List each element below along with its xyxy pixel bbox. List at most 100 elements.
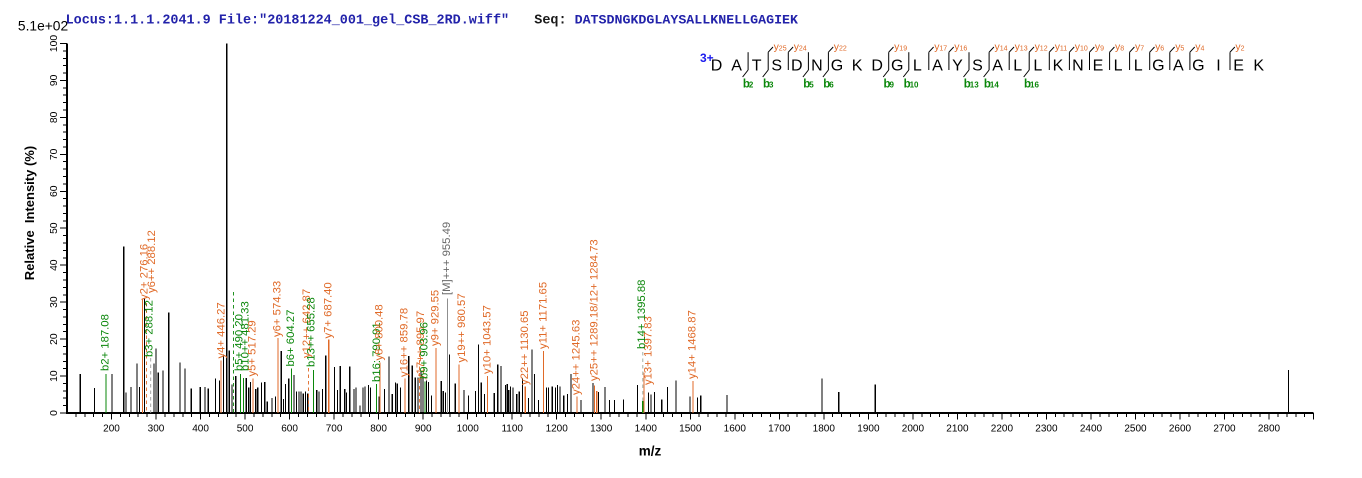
- svg-text:2700: 2700: [1213, 424, 1236, 435]
- svg-text:14: 14: [990, 81, 999, 90]
- svg-text:1300: 1300: [590, 424, 613, 435]
- svg-text:1600: 1600: [724, 424, 747, 435]
- svg-text:N: N: [1072, 58, 1084, 75]
- svg-text:b2+ 187.08: b2+ 187.08: [100, 314, 112, 371]
- svg-text:2000: 2000: [902, 424, 925, 435]
- svg-text:1400: 1400: [635, 424, 658, 435]
- svg-text:L: L: [1033, 58, 1042, 75]
- svg-text:b3+ 288.12: b3+ 288.12: [143, 300, 155, 357]
- svg-text:16: 16: [1030, 81, 1039, 90]
- svg-text:L: L: [1134, 58, 1143, 75]
- svg-text:y: y: [1235, 41, 1241, 53]
- svg-text:D: D: [871, 58, 883, 75]
- svg-text:b13++ 655.28: b13++ 655.28: [305, 297, 317, 367]
- svg-text:m/z: m/z: [639, 444, 662, 459]
- svg-text:b10++ 481.33: b10++ 481.33: [239, 301, 251, 371]
- svg-text:b: b: [964, 79, 971, 91]
- svg-text:13: 13: [1020, 46, 1028, 53]
- svg-text:16: 16: [960, 46, 968, 53]
- svg-text:24: 24: [799, 46, 807, 53]
- svg-text:200: 200: [103, 424, 120, 435]
- svg-text:y11+ 1171.65: y11+ 1171.65: [537, 282, 549, 349]
- svg-text:I: I: [1216, 58, 1220, 75]
- svg-text:1900: 1900: [857, 424, 880, 435]
- svg-text:90: 90: [49, 74, 60, 86]
- svg-text:y: y: [894, 41, 900, 53]
- svg-text:Seq:: Seq:: [534, 14, 566, 29]
- svg-text:b: b: [884, 79, 891, 91]
- svg-text:5.1e+02: 5.1e+02: [18, 19, 68, 34]
- svg-text:Y: Y: [952, 58, 963, 75]
- svg-text:y: y: [1015, 41, 1021, 53]
- svg-text:2400: 2400: [1080, 424, 1103, 435]
- svg-text:b: b: [904, 79, 911, 91]
- svg-text:b: b: [1024, 79, 1031, 91]
- svg-text:y17++ 895.97: y17++ 895.97: [415, 311, 427, 380]
- svg-text:19: 19: [899, 46, 907, 53]
- svg-text:50: 50: [49, 222, 60, 234]
- svg-text:7: 7: [1140, 46, 1144, 53]
- svg-text:70: 70: [49, 148, 60, 160]
- svg-text:D: D: [711, 58, 723, 75]
- svg-text:y24++ 1245.63: y24++ 1245.63: [570, 320, 582, 395]
- svg-text:y: y: [1135, 41, 1141, 53]
- svg-text:700: 700: [326, 424, 343, 435]
- svg-text:10: 10: [1080, 46, 1088, 53]
- svg-text:G: G: [1152, 58, 1164, 75]
- svg-text:y: y: [1155, 41, 1161, 53]
- svg-text:9: 9: [1100, 46, 1104, 53]
- svg-text:3+: 3+: [700, 51, 714, 65]
- svg-text:b: b: [984, 79, 991, 91]
- svg-text:G: G: [891, 58, 903, 75]
- svg-text:11: 11: [1060, 46, 1067, 53]
- svg-text:3: 3: [769, 81, 774, 90]
- svg-text:2800: 2800: [1258, 424, 1281, 435]
- svg-text:K: K: [1253, 58, 1264, 75]
- svg-text:N: N: [811, 58, 823, 75]
- svg-text:400: 400: [192, 424, 209, 435]
- svg-text:y: y: [774, 41, 780, 53]
- svg-text:Locus:1.1.1.2041.9 File:"20181: Locus:1.1.1.2041.9 File:"20181224_001_ge…: [66, 14, 510, 29]
- svg-text:b5+ 490.20: b5+ 490.20: [234, 314, 246, 371]
- svg-text:y16++ 859.78: y16++ 859.78: [399, 308, 411, 377]
- svg-text:y: y: [934, 41, 940, 53]
- svg-text:12: 12: [1040, 46, 1048, 53]
- svg-text:14: 14: [1000, 46, 1008, 53]
- svg-text:10: 10: [49, 370, 60, 382]
- svg-text:5: 5: [809, 81, 814, 90]
- svg-text:E: E: [1233, 58, 1244, 75]
- svg-text:9: 9: [890, 81, 895, 90]
- svg-text:y: y: [954, 41, 960, 53]
- svg-text:y19++ 980.57: y19++ 980.57: [456, 293, 468, 362]
- svg-text:L: L: [1013, 58, 1022, 75]
- svg-text:4: 4: [1201, 46, 1205, 53]
- svg-text:y8+ 800.48: y8+ 800.48: [374, 304, 386, 360]
- svg-text:y: y: [1175, 41, 1181, 53]
- svg-text:b14+ 1395.88: b14+ 1395.88: [636, 280, 648, 349]
- svg-text:DATSDNGKDGLAYSALLKNELLGAGIEK: DATSDNGKDGLAYSALLKNELLGAGIEK: [575, 13, 798, 28]
- svg-text:Relative Intensity (%): Relative Intensity (%): [22, 146, 37, 280]
- svg-text:b6+ 604.27: b6+ 604.27: [285, 310, 297, 367]
- svg-text:b: b: [743, 79, 750, 91]
- svg-text:1000: 1000: [457, 424, 480, 435]
- svg-text:S: S: [771, 58, 782, 75]
- svg-text:b: b: [823, 79, 830, 91]
- svg-text:800: 800: [370, 424, 387, 435]
- svg-text:y: y: [834, 41, 840, 53]
- svg-text:y25++ 1289.18/12+ 1284.73: y25++ 1289.18/12+ 1284.73: [588, 239, 600, 381]
- svg-text:y9+ 929.55: y9+ 929.55: [430, 290, 442, 346]
- svg-text:20: 20: [49, 333, 60, 345]
- svg-text:100: 100: [49, 35, 60, 52]
- svg-text:300: 300: [148, 424, 165, 435]
- svg-text:y: y: [1075, 41, 1081, 53]
- svg-text:b16: 790.91: b16: 790.91: [371, 322, 383, 382]
- svg-text:A: A: [932, 58, 943, 75]
- svg-text:y: y: [1195, 41, 1201, 53]
- svg-text:y: y: [1055, 41, 1061, 53]
- svg-text:b: b: [803, 79, 810, 91]
- svg-text:y: y: [1035, 41, 1041, 53]
- svg-text:30: 30: [49, 296, 60, 308]
- svg-text:y10+ 1043.57: y10+ 1043.57: [481, 305, 493, 374]
- svg-text:y12++ 642.87: y12++ 642.87: [301, 289, 313, 358]
- svg-text:T: T: [752, 58, 762, 75]
